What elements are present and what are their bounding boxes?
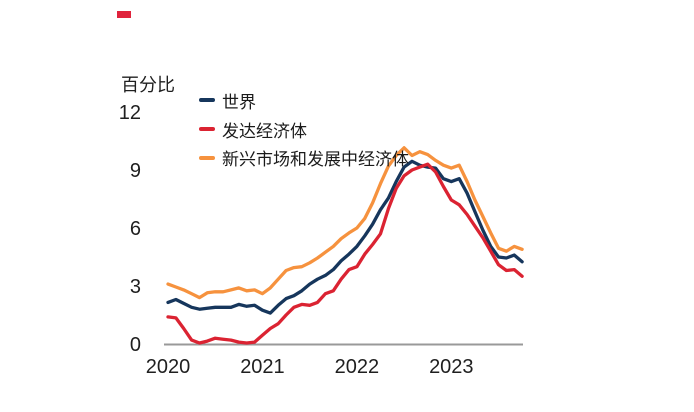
legend-swatch-emerging-markets: [199, 155, 215, 160]
legend-item-world: 世界: [199, 86, 409, 115]
y-tick-label: 0: [130, 334, 141, 356]
x-tick-label: 2023: [429, 356, 474, 378]
y-tick-label: 6: [130, 218, 141, 240]
line-world: [166, 159, 524, 315]
y-axis-unit-label: 百分比: [121, 75, 175, 95]
legend-item-advanced-economies: 发达经济体: [199, 115, 409, 144]
legend-label-world: 世界: [222, 92, 256, 112]
y-tick-label: 9: [130, 160, 141, 182]
legend-item-emerging-markets: 新兴市场和发展中经济体: [199, 143, 409, 172]
legend-swatch-advanced-economies: [199, 127, 215, 132]
line-advanced-economies: [166, 162, 524, 345]
chart-legend: 世界 发达经济体 新兴市场和发展中经济体: [199, 86, 409, 172]
x-tick-label: 2022: [335, 356, 380, 378]
y-tick-label: 12: [119, 102, 141, 124]
legend-label-emerging-markets: 新兴市场和发展中经济体: [222, 150, 409, 170]
legend-swatch-world: [199, 98, 215, 103]
y-tick-label: 3: [130, 276, 141, 298]
x-tick-label: 2020: [146, 356, 191, 378]
brand-accent-bar: [117, 11, 131, 18]
legend-label-advanced-economies: 发达经济体: [222, 121, 307, 141]
line-emerging-markets: [166, 146, 524, 300]
x-tick-label: 2021: [240, 356, 285, 378]
